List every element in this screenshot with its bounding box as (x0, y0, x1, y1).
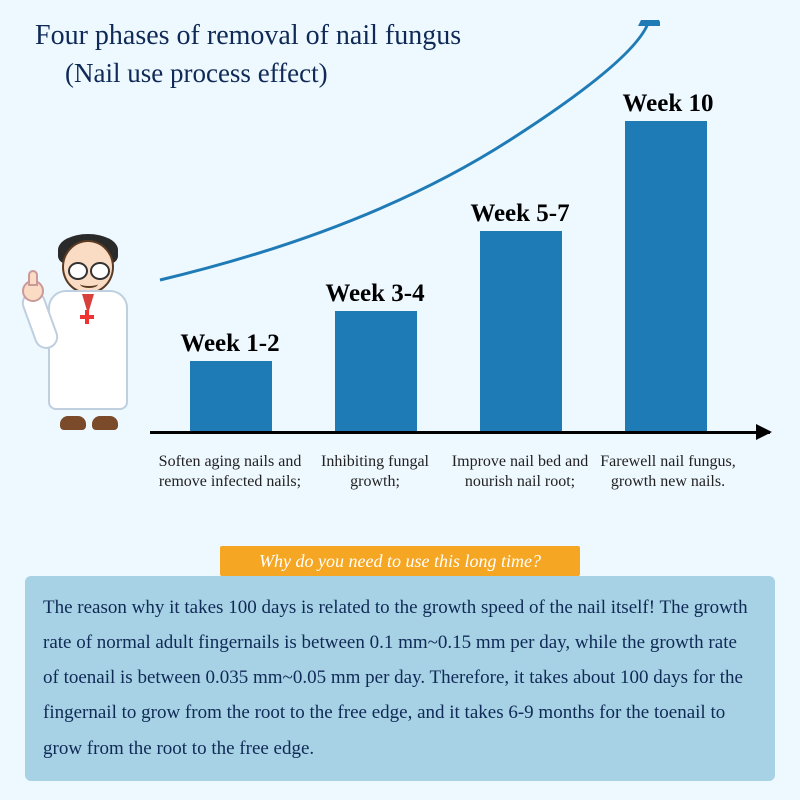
bar-label-3: Week 5-7 (440, 200, 600, 228)
x-axis (150, 431, 770, 434)
bar-week-5-7 (480, 231, 562, 431)
bar-week-1-2 (190, 361, 272, 431)
x-label-4: Farewell nail fungus, growth new nails. (588, 452, 748, 492)
bar-week-3-4 (335, 311, 417, 431)
x-label-2: Inhibiting fungal growth; (295, 452, 455, 492)
title-line-2: (Nail use process effect) (65, 58, 461, 89)
bar-week-10 (625, 121, 707, 431)
x-label-1: Soften aging nails and remove infected n… (150, 452, 310, 492)
bar-label-4: Week 10 (588, 90, 748, 118)
why-banner: Why do you need to use this long time? (220, 546, 580, 576)
doctor-cartoon-icon (20, 230, 150, 430)
info-explanation-box: The reason why it takes 100 days is rela… (25, 576, 775, 781)
bar-label-2: Week 3-4 (295, 280, 455, 308)
phases-bar-chart: Week 1-2 Week 3-4 Week 5-7 Week 10 Softe… (0, 120, 800, 490)
title-line-1: Four phases of removal of nail fungus (35, 20, 461, 52)
x-label-3: Improve nail bed and nourish nail root; (440, 452, 600, 492)
bar-label-1: Week 1-2 (150, 330, 310, 358)
page-title: Four phases of removal of nail fungus (N… (35, 20, 461, 89)
